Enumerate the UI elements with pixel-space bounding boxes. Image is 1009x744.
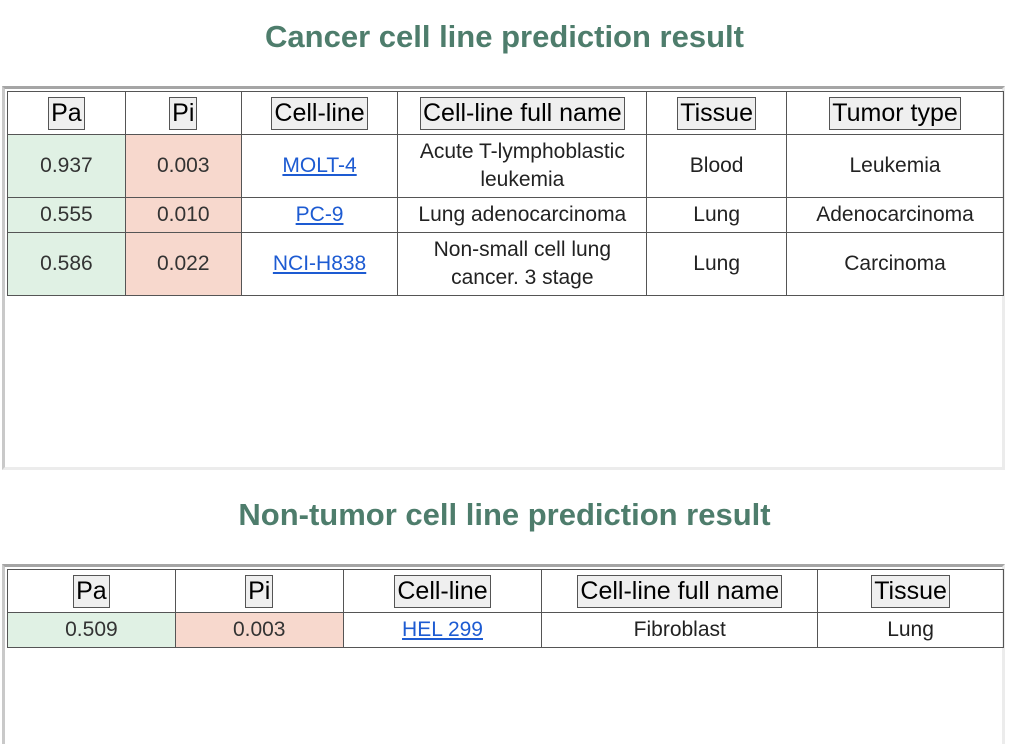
cancer-results-frame[interactable]: Pa Pi Cell-line Cell-line full name Tiss…: [2, 86, 1005, 470]
sort-pi-button[interactable]: Pi: [245, 574, 274, 608]
table-row: 0.509 0.003 HEL 299 Fibroblast Lung: [7, 612, 1004, 648]
sort-pi-button[interactable]: Pi: [169, 96, 198, 130]
pa-value: 0.937: [7, 134, 126, 198]
cancer-section-title: Cancer cell line prediction result: [265, 19, 744, 54]
table-row: 0.937 0.003 MOLT-4 Acute T-lymphoblastic…: [7, 134, 1004, 198]
pa-value: 0.586: [7, 232, 126, 296]
pi-value: 0.022: [124, 232, 242, 296]
tumor-type: Leukemia: [786, 134, 1004, 198]
cell-line-full-name: Acute T-lymphoblastic leukemia: [397, 134, 648, 198]
tumor-type: Carcinoma: [786, 232, 1004, 296]
table-row: 0.555 0.010 PC-9 Lung adenocarcinoma Lun…: [7, 197, 1004, 233]
cell-line-link[interactable]: PC-9: [295, 203, 344, 226]
non-tumor-section-title: Non-tumor cell line prediction result: [238, 497, 771, 532]
tumor-type: Adenocarcinoma: [786, 197, 1004, 233]
non-tumor-results-table: Pa Pi Cell-line Cell-line full name Tiss…: [7, 569, 1004, 648]
tissue: Lung: [646, 197, 788, 233]
table-header-row: Pa Pi Cell-line Cell-line full name Tiss…: [7, 91, 1004, 135]
pi-value: 0.003: [124, 134, 242, 198]
sort-pa-button[interactable]: Pa: [73, 574, 110, 608]
pa-value: 0.555: [7, 197, 126, 233]
table-header-row: Pa Pi Cell-line Cell-line full name Tiss…: [7, 569, 1004, 613]
sort-tissue-button[interactable]: Tissue: [871, 574, 950, 608]
sort-pa-button[interactable]: Pa: [48, 96, 85, 130]
cell-line-full-name: Non-small cell lung cancer. 3 stage: [397, 232, 648, 296]
cell-line-link[interactable]: MOLT-4: [282, 154, 357, 177]
cell-line-full-name: Fibroblast: [541, 612, 819, 648]
sort-tissue-button[interactable]: Tissue: [677, 96, 756, 130]
sort-full-name-button[interactable]: Cell-line full name: [577, 574, 783, 608]
table-row: 0.586 0.022 NCI-H838 Non-small cell lung…: [7, 232, 1004, 296]
sort-cell-line-button[interactable]: Cell-line: [394, 574, 491, 608]
pi-value: 0.010: [124, 197, 242, 233]
cell-line-link[interactable]: NCI-H838: [272, 252, 367, 275]
tissue: Lung: [817, 612, 1004, 648]
pa-value: 0.509: [7, 612, 176, 648]
non-tumor-results-frame[interactable]: Pa Pi Cell-line Cell-line full name Tiss…: [2, 564, 1005, 744]
tissue: Lung: [646, 232, 788, 296]
cell-line-full-name: Lung adenocarcinoma: [397, 197, 648, 233]
sort-tumor-type-button[interactable]: Tumor type: [829, 96, 961, 130]
cancer-results-table: Pa Pi Cell-line Cell-line full name Tiss…: [7, 91, 1004, 296]
sort-full-name-button[interactable]: Cell-line full name: [419, 96, 625, 130]
pi-value: 0.003: [174, 612, 344, 648]
cell-line-link[interactable]: HEL 299: [402, 618, 483, 641]
sort-cell-line-button[interactable]: Cell-line: [271, 96, 368, 130]
tissue: Blood: [646, 134, 788, 198]
